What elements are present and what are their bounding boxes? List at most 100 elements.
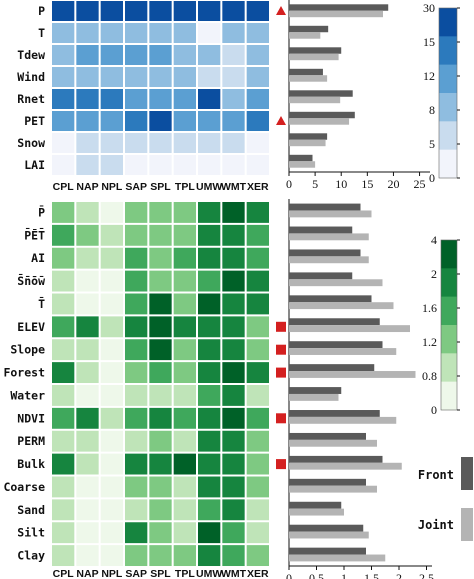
bar-front (289, 432, 366, 440)
heatmap-cell (246, 111, 269, 131)
heatmap-cell (198, 202, 221, 223)
heatmap-cell (173, 270, 196, 292)
heatmap-cell (149, 476, 172, 498)
heatmap-cell (52, 316, 75, 338)
column-label: CPL (53, 568, 75, 579)
legend-label-front: Front (418, 468, 454, 482)
climate-heatmap: PT Tdew Wind Rnet PET Snow LAI CPL NAP NPL SAP SPL T… (17, 0, 270, 193)
heatmap-cell (198, 316, 221, 338)
heatmap-cell (173, 522, 196, 544)
column-label: CPL (53, 181, 75, 193)
bar-joint (289, 371, 416, 378)
heatmap-cell (222, 293, 245, 315)
heatmap-cell (149, 23, 172, 43)
heatmap-cell (76, 339, 99, 361)
bar-front (289, 249, 361, 257)
heatmap-cell (76, 23, 99, 43)
bar-front (289, 341, 383, 349)
heatmap-cell (125, 293, 148, 315)
heatmap-cell (52, 133, 75, 153)
heatmap-cell (100, 430, 123, 452)
colorbar-segment (441, 325, 457, 354)
heatmap-cell (125, 45, 148, 65)
heatmap-cell (125, 270, 148, 292)
row-label: P (38, 4, 45, 18)
row-label: Tdew (17, 48, 45, 62)
row-label: LAI (24, 158, 45, 172)
heatmap-cell (100, 23, 123, 43)
colorbar-tick-label: 30 (423, 1, 435, 15)
heatmap-cell (52, 67, 75, 87)
heatmap-cell (149, 453, 172, 475)
heatmap-cell (173, 45, 196, 65)
bar-joint (289, 508, 344, 516)
heatmap-cell (149, 202, 172, 223)
heatmap-cell (222, 224, 245, 246)
bar-front (289, 478, 366, 486)
bar-front (289, 455, 383, 463)
heatmap-cell (222, 111, 245, 131)
row-label: Water (10, 388, 45, 402)
heatmap-cell (222, 522, 245, 544)
landscape-heatmap: P̄ P̄ĒT̄ AI S̄n̄ōw̄ T̄ ELEV Slope Forest Water ND… (3, 201, 270, 579)
heatmap-cell (76, 270, 99, 292)
column-label: UMW (196, 568, 222, 579)
bar-joint (289, 233, 369, 241)
heatmap-cell (149, 247, 172, 269)
heatmap-cell (100, 453, 123, 475)
heatmap-cell (246, 339, 269, 361)
x-tick-label: 15 (361, 177, 373, 191)
heatmap-cell (246, 270, 269, 292)
row-label: PERM (17, 434, 45, 448)
heatmap-cell (222, 202, 245, 223)
heatmap-cell (246, 362, 269, 384)
heatmap-cell (222, 407, 245, 429)
heatmap-cell (125, 522, 148, 544)
column-label: XER (247, 568, 269, 579)
heatmap-cell (76, 453, 99, 475)
heatmap-cell (100, 316, 123, 338)
heatmap-cell (52, 499, 75, 521)
heatmap-cell (100, 89, 123, 109)
heatmap-cell (222, 545, 245, 567)
bar-joint (289, 96, 341, 104)
heatmap-cell (173, 476, 196, 498)
heatmap-cell (198, 453, 221, 475)
heatmap-cell (198, 430, 221, 452)
heatmap-cell (222, 362, 245, 384)
legend-label-joint: Joint (418, 518, 454, 532)
heatmap-cell (125, 202, 148, 223)
heatmap-cell (52, 545, 75, 567)
colorbar-tick-label: 0 (429, 171, 435, 185)
heatmap-cell (173, 133, 196, 153)
heatmap-cell (246, 293, 269, 315)
heatmap-cell (76, 522, 99, 544)
heatmap-cell (246, 45, 269, 65)
heatmap-cell (149, 316, 172, 338)
bar-front (289, 133, 328, 140)
bar-front (289, 501, 342, 509)
row-label: Rnet (17, 92, 45, 106)
column-label: SAP (125, 568, 147, 579)
heatmap-cell (198, 111, 221, 131)
heatmap-cell (149, 522, 172, 544)
row-label: Slope (10, 343, 45, 357)
heatmap-cell (125, 339, 148, 361)
heatmap-cell (173, 202, 196, 223)
heatmap-cell (198, 407, 221, 429)
heatmap-cell (125, 499, 148, 521)
heatmap-cell (198, 270, 221, 292)
heatmap-cell (198, 247, 221, 269)
heatmap-cell (198, 293, 221, 315)
marker-square (276, 321, 286, 332)
heatmap-cell (76, 133, 99, 153)
bar-front (289, 154, 313, 162)
bar-joint (289, 393, 339, 401)
colorbar-tick-label: 8 (429, 103, 435, 117)
heatmap-cell (246, 224, 269, 246)
bar-front (289, 68, 323, 76)
heatmap-cell (125, 407, 148, 429)
heatmap-cell (246, 23, 269, 43)
row-label: Bulk (17, 457, 45, 471)
colorbar-segment (439, 93, 457, 122)
